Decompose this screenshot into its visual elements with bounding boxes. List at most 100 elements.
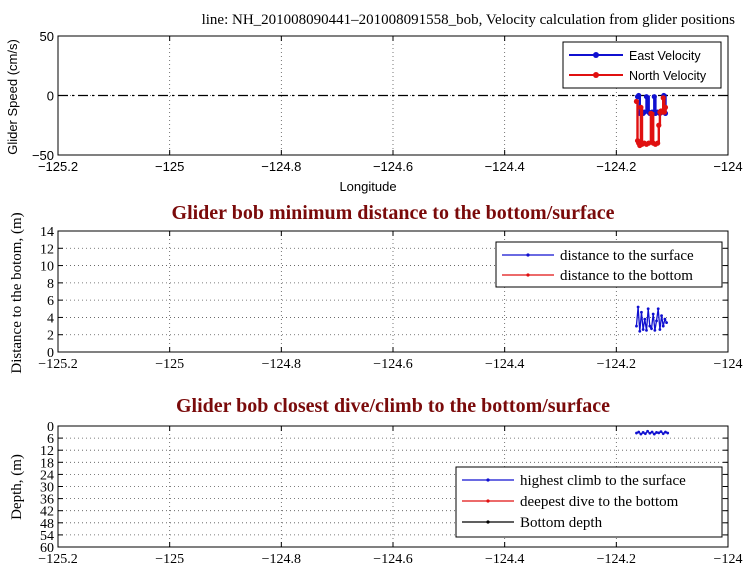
data-point (648, 110, 654, 116)
figure-header-title: line: NH_201008090441–201008091558_bob, … (202, 12, 736, 28)
data-point (655, 319, 658, 323)
data-point (663, 317, 667, 321)
x-tick-label: −125 (155, 357, 184, 372)
data-point (648, 324, 652, 328)
x-tick-label: −124.2 (597, 357, 636, 372)
data-point (646, 307, 650, 311)
x-tick-label: −125.2 (38, 552, 77, 567)
panel2-title: Glider bob minimum distance to the botto… (172, 202, 615, 224)
data-point (643, 317, 647, 321)
legend-entry-label: distance to the surface (560, 248, 694, 264)
data-point (651, 312, 655, 316)
data-point (660, 95, 666, 101)
y-tick-label: 6 (47, 294, 54, 309)
x-tick-label: −125.2 (38, 159, 78, 174)
data-point (659, 430, 663, 434)
data-point (656, 307, 660, 311)
panel-3: −125.2 −125 −124.8 −124.6 −124.4 −124.2 −12406… (38, 420, 742, 567)
y-tick-label: 24 (40, 468, 54, 483)
data-point (639, 432, 643, 436)
data-point (641, 328, 645, 331)
data-point (651, 94, 657, 100)
y-tick-label: 0 (47, 346, 54, 361)
data-point (664, 430, 667, 434)
panel3-title: Glider bob closest dive/climb to the bot… (176, 395, 610, 417)
data-point (645, 328, 648, 332)
data-point (655, 140, 661, 146)
data-point (635, 431, 638, 435)
legend-entry-label: East Velocity (629, 49, 701, 63)
y-tick-label: 48 (40, 517, 54, 532)
y-tick-label: 8 (47, 277, 54, 292)
data-point (637, 430, 641, 434)
panel1-xlabel: Longitude (339, 179, 396, 194)
data-point (657, 431, 661, 435)
data-point (633, 98, 640, 105)
x-tick-label: −124.2 (596, 159, 636, 174)
legend-swatch-marker (593, 72, 599, 78)
x-tick-label: −124.4 (485, 159, 525, 174)
x-tick-label: −125.2 (38, 357, 77, 372)
legend-swatch-marker (593, 52, 599, 58)
data-point (646, 429, 649, 433)
panel-2: −125.2 −125 −124.8 −124.6 −124.4 −124.2 −124 0 2… (38, 225, 742, 372)
legend: highest climb to the surface deepest dive… (455, 466, 723, 538)
data-point (662, 104, 669, 110)
x-tick-label: −125 (155, 159, 184, 174)
y-tick-label: 30 (40, 481, 54, 496)
x-tick-label: −124 (714, 552, 743, 567)
data-point (661, 324, 665, 328)
data-point (638, 329, 642, 333)
legend-box (495, 241, 723, 288)
y-tick-label: 54 (40, 529, 54, 544)
data-point (638, 104, 644, 110)
panel2-ylabel: Distance to the botom, (m) (9, 212, 25, 373)
x-tick-label: −124.4 (485, 552, 524, 567)
panel-1: −125.2 −125 −124.8 −124.6 −124.4 −124.2 −124 50… (32, 29, 743, 174)
data-point (652, 432, 656, 436)
y-tick-label: 18 (40, 456, 54, 471)
legend-entry-label: deepest dive to the bottom (520, 494, 679, 510)
data-point (648, 431, 652, 435)
x-tick-label: −124.8 (262, 357, 301, 372)
data-point (641, 431, 645, 434)
legend-box (455, 466, 723, 538)
legend-entry-label: highest climb to the surface (520, 473, 686, 489)
y-tick-label: 12 (40, 242, 54, 257)
legend-swatch-marker (486, 499, 490, 503)
panel3-ylabel: Depth, (m) (9, 454, 25, 520)
y-tick-label: 6 (47, 432, 54, 447)
y-tick-label: 2 (47, 329, 54, 344)
data-point (643, 432, 647, 436)
data-point (666, 431, 670, 435)
x-tick-label: −124.6 (373, 357, 412, 372)
y-tick-label: 50 (40, 29, 54, 44)
legend-entry-label: North Velocity (629, 69, 707, 83)
y-tick-label: 0 (47, 420, 54, 435)
y-tick-label: 60 (40, 541, 54, 556)
data-point (658, 328, 662, 331)
data-point (660, 314, 663, 318)
legend-entry-label: distance to the bottom (560, 268, 693, 284)
x-tick-label: −124.8 (262, 552, 301, 567)
y-tick-label: 14 (40, 225, 54, 240)
chart-panels: −125.2 −125 −124.8 −124.6 −124.4 −124.2 −124 50… (32, 29, 743, 567)
y-tick-label: 0 (47, 89, 54, 104)
y-tick-label: −50 (32, 148, 54, 163)
x-tick-label: −124.2 (597, 552, 636, 567)
x-tick-label: −124 (714, 357, 743, 372)
x-tick-label: −125 (155, 552, 184, 567)
legend: East Velocity North Velocity (562, 41, 722, 89)
y-tick-label: 42 (40, 505, 54, 520)
data-point (640, 310, 643, 314)
data-point (665, 321, 668, 325)
legend-swatch-marker (526, 253, 530, 257)
panel1-ylabel: Glider Speed (cm/s) (5, 39, 20, 155)
x-tick-label: −124.4 (485, 357, 524, 372)
y-tick-label: 10 (40, 260, 54, 275)
legend-swatch-marker (526, 273, 530, 277)
x-tick-label: −124.8 (261, 159, 301, 174)
x-tick-label: −124.6 (373, 159, 413, 174)
data-point (656, 122, 662, 128)
